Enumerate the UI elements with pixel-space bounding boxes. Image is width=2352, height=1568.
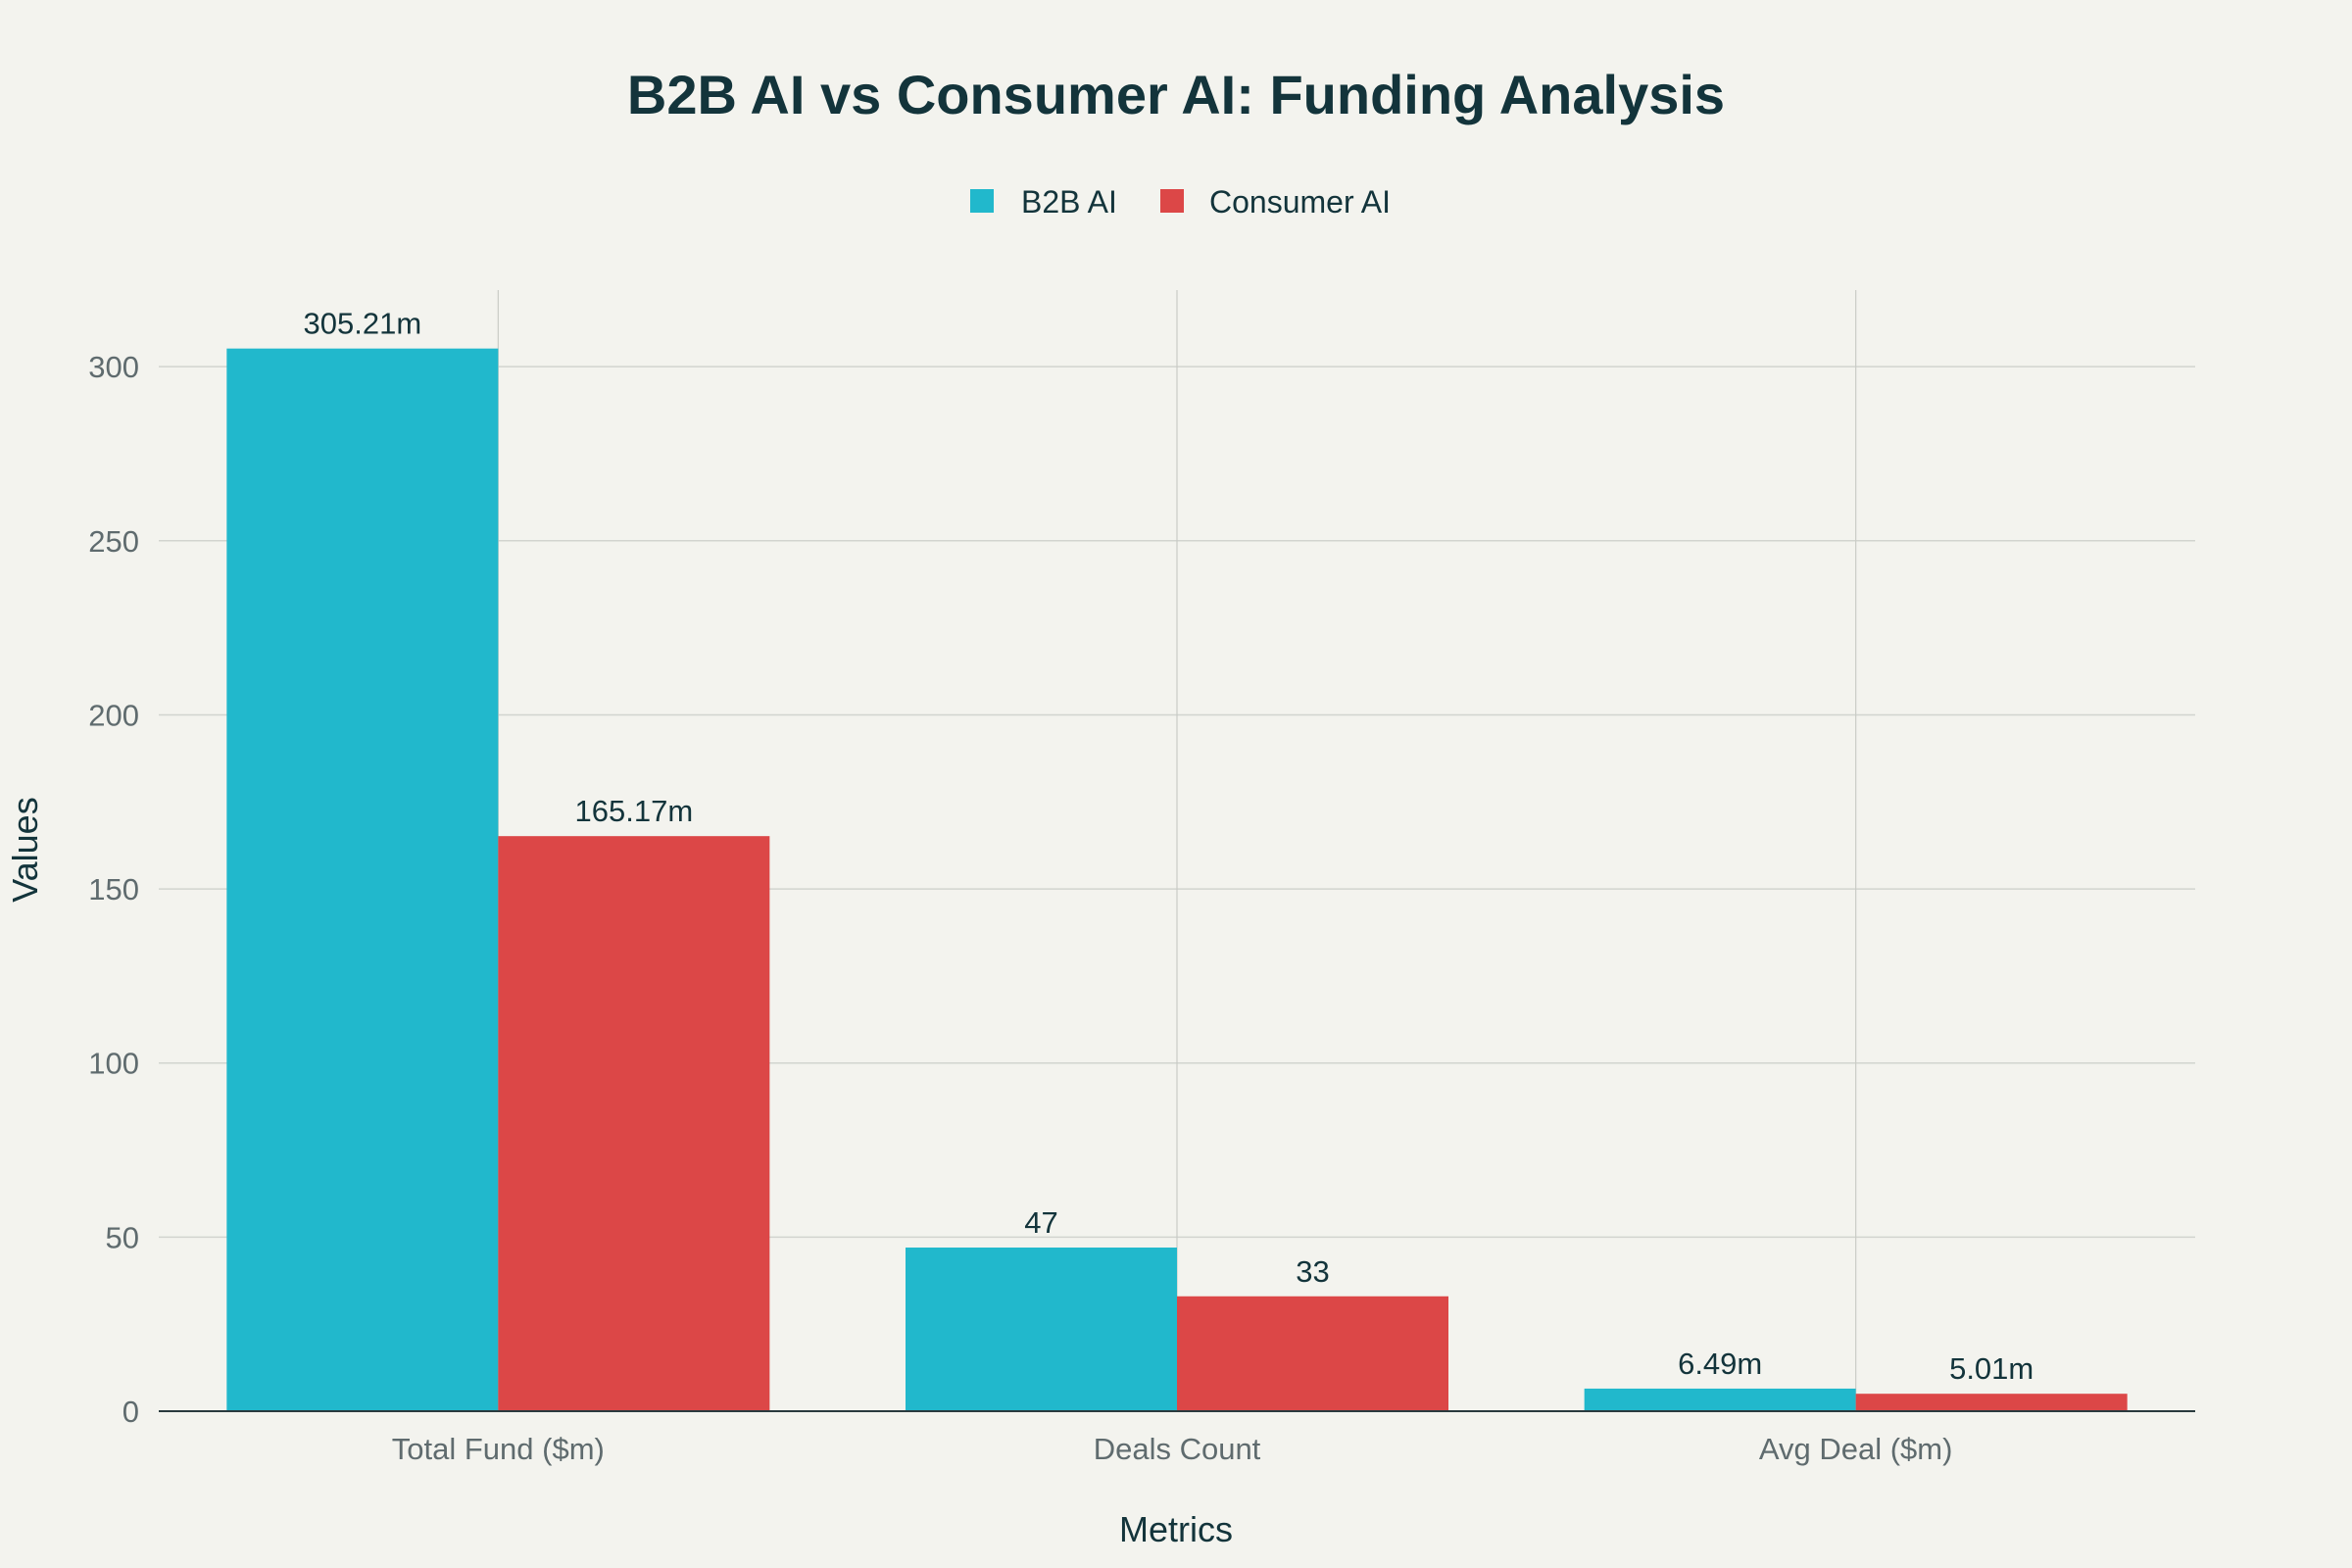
bar [1855, 1394, 2128, 1411]
bar [1584, 1388, 1856, 1411]
y-axis-ticks: 0 50 100 150 200 250 300 [88, 350, 139, 1429]
bar [906, 1248, 1177, 1411]
bars [226, 348, 2128, 1412]
x-tick-label: Deals Count [1094, 1432, 1261, 1466]
x-tick-label: Total Fund ($m) [392, 1432, 605, 1466]
bar-label: 165.17m [575, 794, 694, 828]
bar [226, 348, 499, 1412]
chart-legend: B2B AI Consumer AI [970, 184, 1391, 220]
bar [1177, 1296, 1448, 1411]
y-tick-label: 50 [106, 1220, 139, 1254]
bar-label: 33 [1296, 1254, 1329, 1289]
y-tick-label: 300 [88, 350, 139, 384]
y-tick-label: 200 [88, 698, 139, 732]
bar [498, 836, 770, 1411]
legend-label: B2B AI [1021, 184, 1117, 220]
x-tick-label: Avg Deal ($m) [1759, 1432, 1953, 1466]
y-tick-label: 150 [88, 872, 139, 906]
bar-label: 305.21m [304, 307, 422, 341]
bar-label: 6.49m [1678, 1347, 1762, 1381]
x-axis-title: Metrics [1119, 1509, 1233, 1549]
bar-label: 47 [1024, 1205, 1057, 1240]
y-tick-label: 0 [122, 1395, 139, 1429]
x-axis-ticks: Total Fund ($m) Deals Count Avg Deal ($m) [392, 1432, 1953, 1466]
y-tick-label: 100 [88, 1047, 139, 1081]
bar-label: 5.01m [1949, 1351, 2034, 1386]
y-axis-title: Values [5, 797, 45, 902]
legend-label: Consumer AI [1209, 184, 1391, 220]
chart-title: B2B AI vs Consumer AI: Funding Analysis [627, 64, 1725, 125]
y-tick-label: 250 [88, 524, 139, 559]
legend-swatch [1160, 189, 1184, 213]
bar-data-labels: 305.21m 165.17m 47 33 6.49m 5.01m [304, 307, 2034, 1387]
legend-swatch [970, 189, 994, 213]
